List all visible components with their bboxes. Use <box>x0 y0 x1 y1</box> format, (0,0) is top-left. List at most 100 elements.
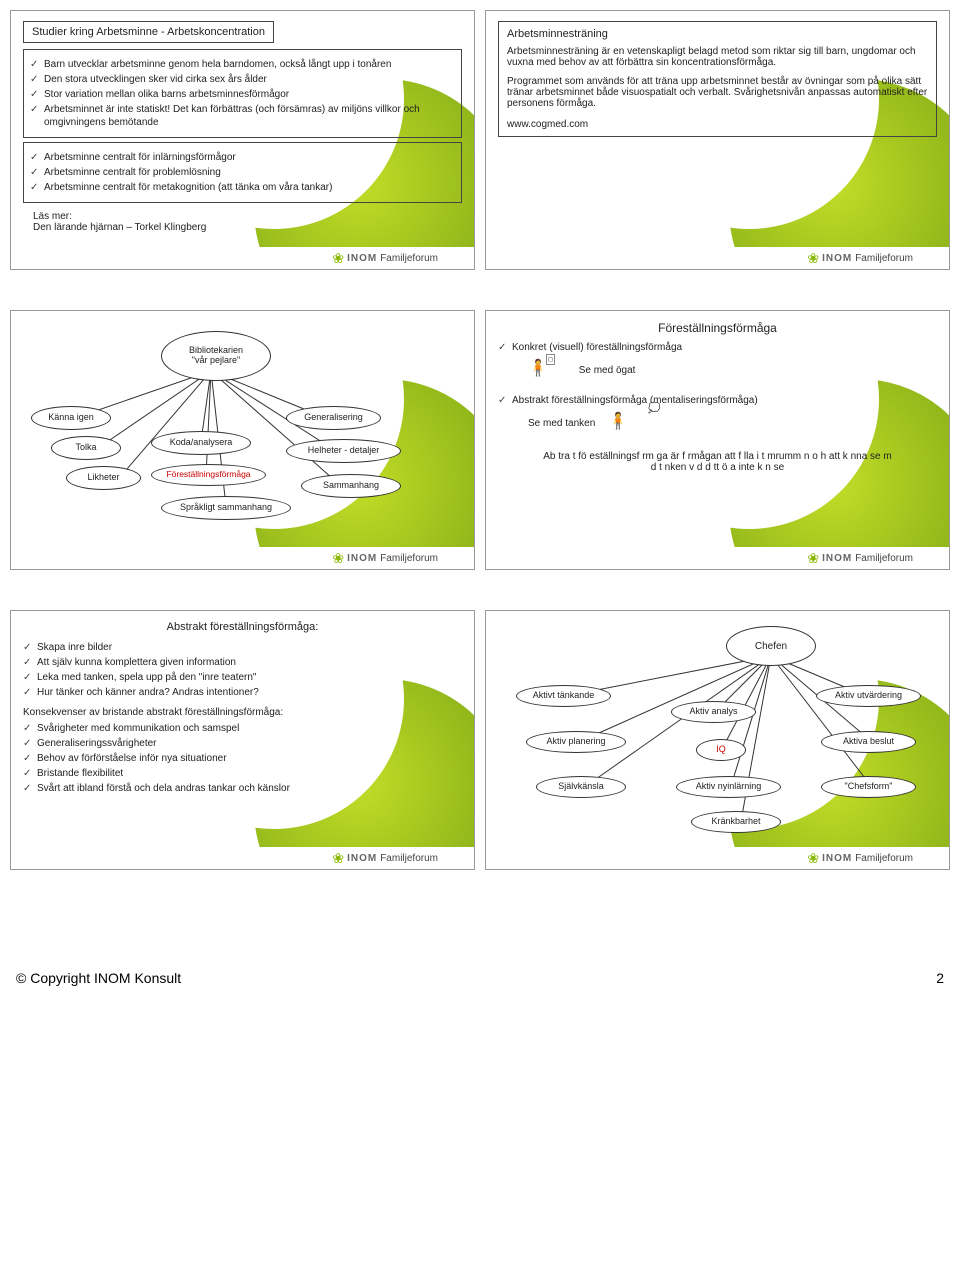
node-general: Generalisering <box>286 406 381 430</box>
list-item: Arbetsminne centralt för inlärningsförmå… <box>30 151 455 164</box>
icon-row-2: Se med tanken 🧍 💭 <box>528 411 937 441</box>
slide-row-2: Bibliotekarien "vår pejlare" Känna igen … <box>10 310 950 570</box>
brand2: Familjeforum <box>380 553 438 564</box>
list-item: Arbetsminne centralt för problemlösning <box>30 166 455 179</box>
slide2-title: Arbetsminnesträning <box>507 28 928 40</box>
brand2: Familjeforum <box>380 253 438 264</box>
list-item: Arbetsminne centralt för metakognition (… <box>30 181 455 194</box>
sub1: Se med ögat <box>579 365 636 376</box>
brand1: INOM <box>347 853 377 864</box>
brand2: Familjeforum <box>380 853 438 864</box>
list-item: Barn utvecklar arbetsminne genom hela ba… <box>30 58 455 71</box>
copyright-text: © Copyright INOM Konsult <box>16 970 181 986</box>
node-samman: Sammanhang <box>301 474 401 498</box>
list-item: Leka med tanken, spela upp på den "inre … <box>23 671 462 684</box>
slide-row-1: Studier kring Arbetsminne - Arbetskoncen… <box>10 10 950 270</box>
slide2-box: Arbetsminnesträning Arbetsminnesträning … <box>498 21 937 137</box>
thought-icon: 💭 <box>648 403 660 414</box>
slide4-list2: Abstrakt föreställningsförmåga (mentalis… <box>498 394 937 407</box>
slide-6: Chefen Aktivt tänkande Aktiv planering S… <box>485 610 950 870</box>
node-plan: Aktiv planering <box>526 731 626 753</box>
slide4-title: Föreställningsförmåga <box>498 321 937 335</box>
slide5-sub: Konsekvenser av bristande abstrakt föres… <box>23 707 462 718</box>
slide4-p: Ab tra t fö eställningsf rm ga är f rmåg… <box>542 451 893 473</box>
center-node: Bibliotekarien "vår pejlare" <box>161 331 271 381</box>
list-item: Den stora utvecklingen sker vid cirka se… <box>30 73 455 86</box>
node-beslut: Aktiva beslut <box>821 731 916 753</box>
slide1-list1: Barn utvecklar arbetsminne genom hela ba… <box>30 58 455 129</box>
readmore-label: Läs mer: <box>33 211 462 222</box>
logo: ❀ INOM Familjeforum <box>332 851 438 865</box>
node-likheter: Likheter <box>66 466 141 490</box>
tree-icon: ❀ <box>332 851 344 865</box>
list-item: Bristande flexibilitet <box>23 767 462 780</box>
center-sub: "vår pejlare" <box>189 356 243 366</box>
list-item: Hur tänker och känner andra? Andras inte… <box>23 686 462 699</box>
slide2-link: www.cogmed.com <box>507 119 928 130</box>
list-item: Konkret (visuell) föreställningsförmåga <box>498 341 937 354</box>
logo: ❀ INOM Familjeforum <box>332 251 438 265</box>
picture-icon: ◻ <box>546 354 555 365</box>
node-forest: Föreställningsförmåga <box>151 464 266 486</box>
list-item: Generaliseringssvårigheter <box>23 737 462 750</box>
readmore-text: Den lärande hjärnan – Torkel Klingberg <box>33 222 462 233</box>
logo: ❀ INOM Familjeforum <box>332 551 438 565</box>
node-iq: IQ <box>696 739 746 761</box>
brand1: INOM <box>822 253 852 264</box>
slide2-p1: Arbetsminnesträning är en vetenskapligt … <box>507 46 928 68</box>
tree-icon: ❀ <box>807 551 819 565</box>
node-helhet: Helheter - detaljer <box>286 439 401 463</box>
brand1: INOM <box>822 553 852 564</box>
brand2: Familjeforum <box>855 853 913 864</box>
slide-1: Studier kring Arbetsminne - Arbetskoncen… <box>10 10 475 270</box>
brand1: INOM <box>822 853 852 864</box>
slide5-title: Abstrakt föreställningsförmåga: <box>23 621 462 633</box>
node-nyin: Aktiv nyinlärning <box>676 776 781 798</box>
slide1-readmore: Läs mer: Den lärande hjärnan – Torkel Kl… <box>33 211 462 233</box>
page-number: 2 <box>936 970 944 986</box>
slide2-p2: Programmet som används för att träna upp… <box>507 76 928 109</box>
node-tolka: Tolka <box>51 436 121 460</box>
logo: ❀ INOM Familjeforum <box>807 251 913 265</box>
list-item: Abstrakt föreställningsförmåga (mentalis… <box>498 394 937 407</box>
slide1-list2: Arbetsminne centralt för inlärningsförmå… <box>30 151 455 194</box>
slide1-box2: Arbetsminne centralt för inlärningsförmå… <box>23 142 462 203</box>
slide5-list2: Svårigheter med kommunikation och samspe… <box>23 722 462 795</box>
tree-icon: ❀ <box>807 251 819 265</box>
brand1: INOM <box>347 253 377 264</box>
slide4-list: Konkret (visuell) föreställningsförmåga <box>498 341 937 354</box>
page-footer: © Copyright INOM Konsult 2 <box>10 970 950 986</box>
node-sjalv: Självkänsla <box>536 776 626 798</box>
slide1-box1: Barn utvecklar arbetsminne genom hela ba… <box>23 49 462 138</box>
slide-row-3: Abstrakt föreställningsförmåga: Skapa in… <box>10 610 950 870</box>
node-tank: Aktivt tänkande <box>516 685 611 707</box>
slide5-list1: Skapa inre bilder Att själv kunna komple… <box>23 641 462 699</box>
list-item: Arbetsminnet är inte statiskt! Det kan f… <box>30 103 455 129</box>
list-item: Svårigheter med kommunikation och samspe… <box>23 722 462 735</box>
brand1: INOM <box>347 553 377 564</box>
brand2: Familjeforum <box>855 253 913 264</box>
brand2: Familjeforum <box>855 553 913 564</box>
slide-2: Arbetsminnesträning Arbetsminnesträning … <box>485 10 950 270</box>
slide-4: Föreställningsförmåga Konkret (visuell) … <box>485 310 950 570</box>
logo: ❀ INOM Familjeforum <box>807 851 913 865</box>
list-item: Stor variation mellan olika barns arbets… <box>30 88 455 101</box>
list-item: Skapa inre bilder <box>23 641 462 654</box>
node-analys: Aktiv analys <box>671 701 756 723</box>
tree-icon: ❀ <box>332 551 344 565</box>
slide-3: Bibliotekarien "vår pejlare" Känna igen … <box>10 310 475 570</box>
center-node: Chefen <box>726 626 816 666</box>
logo: ❀ INOM Familjeforum <box>807 551 913 565</box>
node-krank: Kränkbarhet <box>691 811 781 833</box>
node-kanna: Känna igen <box>31 406 111 430</box>
icon-row-1: 🧍 ◻ Se med ögat <box>528 358 937 388</box>
node-sprak: Språkligt sammanhang <box>161 496 291 520</box>
tree-icon: ❀ <box>807 851 819 865</box>
slide1-title: Studier kring Arbetsminne - Arbetskoncen… <box>23 21 274 43</box>
node-form: "Chefsform" <box>821 776 916 798</box>
person-icon: 🧍 <box>528 360 548 377</box>
node-koda: Koda/analysera <box>151 431 251 455</box>
list-item: Att själv kunna komplettera given inform… <box>23 656 462 669</box>
tree-icon: ❀ <box>332 251 344 265</box>
node-utv: Aktiv utvärdering <box>816 685 921 707</box>
